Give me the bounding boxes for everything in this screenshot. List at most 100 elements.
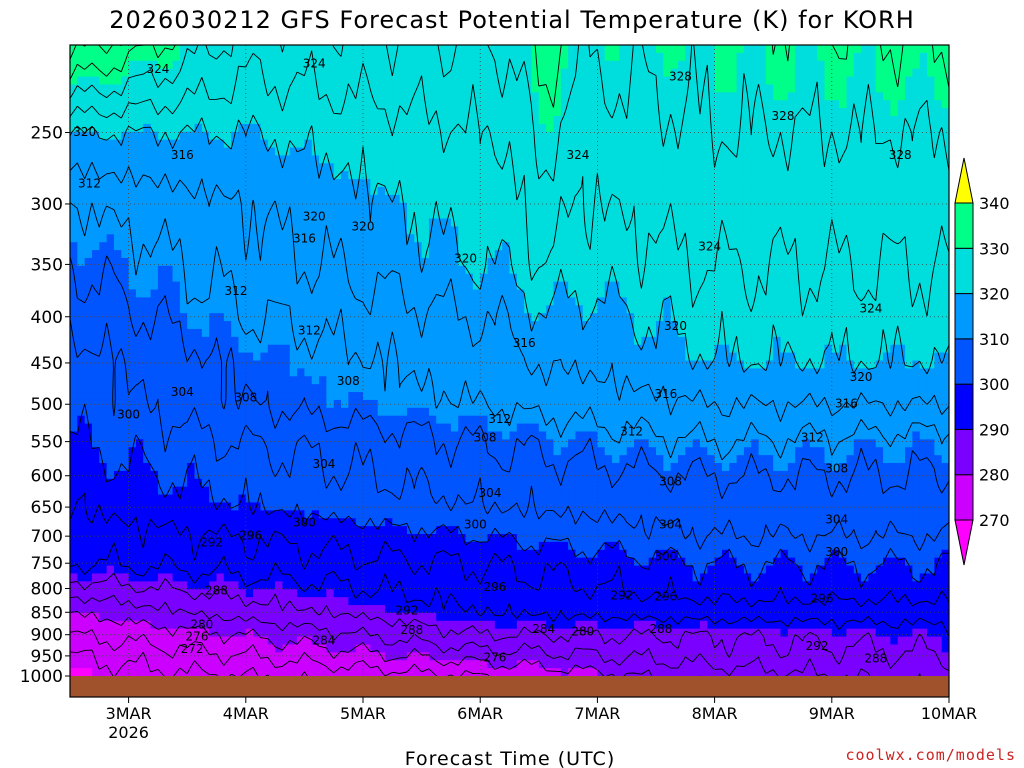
contour-label: 316 <box>293 232 316 246</box>
colorbar-segment <box>954 428 974 476</box>
colorbar-tick-label: 300 <box>979 375 1010 394</box>
x-tick-label: 9MAR <box>809 704 855 723</box>
contour-label: 316 <box>513 336 536 350</box>
x-tick-label: 10MAR <box>921 704 977 723</box>
y-tick-label: 450 <box>31 354 63 374</box>
x-tick-label: 4MAR <box>223 704 269 723</box>
contour-label: 308 <box>825 462 848 476</box>
colorbar: 270 280 290 300 310 320 330 340 <box>954 157 1010 566</box>
y-tick-label: 850 <box>31 603 63 623</box>
contour-label: 304 <box>312 457 335 471</box>
contour-label: 312 <box>78 176 101 190</box>
y-tick-label: 250 <box>31 123 63 143</box>
x-tick-label: 5MAR <box>340 704 386 723</box>
y-tick-label: 750 <box>31 554 63 574</box>
contour-label: 296 <box>654 590 677 604</box>
contour-320 <box>70 114 949 375</box>
contour-label: 304 <box>659 517 682 531</box>
contour-label: 280 <box>571 625 594 639</box>
colorbar-tick-label: 310 <box>979 330 1010 349</box>
contour-288 <box>70 572 949 672</box>
contour-label: 324 <box>146 62 169 76</box>
y-tick-label: 350 <box>31 255 63 275</box>
colorbar-tick-label: 330 <box>979 239 1010 258</box>
contour-label: 296 <box>483 580 506 594</box>
contour-label: 284 <box>312 634 335 648</box>
contour-label: 312 <box>298 324 321 338</box>
contour-label: 308 <box>234 390 257 404</box>
x-axis-label: Forecast Time (UTC) <box>405 748 615 768</box>
contour-label: 284 <box>532 622 555 636</box>
contour-272 <box>70 649 308 677</box>
ground-strip <box>70 676 949 697</box>
contour-label: 308 <box>337 374 360 388</box>
y-tick-label: 800 <box>31 580 63 600</box>
y-tick-label: 1000 <box>20 667 63 687</box>
contour-label: 288 <box>649 622 672 636</box>
contour-label: 300 <box>654 549 677 563</box>
contour-label: 292 <box>806 639 829 653</box>
contour-label: 320 <box>664 319 687 333</box>
contour-label: 300 <box>825 545 848 559</box>
contour-332 <box>70 45 949 108</box>
contour-label: 300 <box>293 516 316 530</box>
contour-label: 316 <box>171 148 194 162</box>
contour-label: 308 <box>659 475 682 489</box>
contour-label: 316 <box>654 387 677 401</box>
contour-label: 312 <box>620 425 643 439</box>
y-tick-label: 600 <box>31 467 63 487</box>
x-tick-label: 3MAR <box>106 704 152 723</box>
contour-276 <box>70 629 490 677</box>
contour-label: 320 <box>303 209 326 223</box>
plot-area: 324 324 328 328 328 320 316 312 324 320 316 320 320 3… <box>70 45 949 697</box>
contour-label: 304 <box>479 486 502 500</box>
contour-label: 276 <box>186 629 209 643</box>
contour-label: 320 <box>73 125 96 139</box>
colorbar-top-arrow <box>954 157 974 204</box>
y-tick-label: 650 <box>31 498 63 518</box>
contour-label: 288 <box>864 651 887 665</box>
contour-label: 292 <box>200 535 223 549</box>
contour-label: 292 <box>610 588 633 602</box>
contour-label: 324 <box>698 240 721 254</box>
colorbar-tick-label: 340 <box>979 194 1010 213</box>
contour-label: 316 <box>835 397 858 411</box>
contour-label: 300 <box>464 517 487 531</box>
contour-label: 288 <box>400 623 423 637</box>
contour-324 <box>70 50 949 317</box>
contour-280 <box>70 610 701 677</box>
contour-label: 328 <box>772 109 795 123</box>
y-tick-label: 500 <box>31 395 63 415</box>
contour-label: 324 <box>303 57 326 71</box>
contour-label: 276 <box>483 650 506 664</box>
y-tick-label: 950 <box>31 647 63 667</box>
contour-label: 280 <box>190 618 213 632</box>
colorbar-segment <box>954 338 974 385</box>
colorbar-tick-label: 320 <box>979 285 1010 304</box>
colorbar-tick-label: 280 <box>979 466 1010 485</box>
contour-284 <box>70 594 921 677</box>
contour-label: 304 <box>825 513 848 527</box>
contour-lines <box>70 45 949 677</box>
colorbar-tick-label: 270 <box>979 511 1010 530</box>
colorbar-bottom-arrow <box>954 519 974 566</box>
contour-label: 292 <box>396 603 419 617</box>
contour-label: 312 <box>801 431 824 445</box>
contour-label: 320 <box>352 219 375 233</box>
contour-label: 328 <box>669 70 692 84</box>
colorbar-segment <box>954 383 974 430</box>
colorbar-segment <box>954 202 974 249</box>
contour-labels: 324 324 328 328 328 320 316 312 324 320 316 320 320 3… <box>73 57 911 666</box>
x-tick-label: 8MAR <box>692 704 738 723</box>
y-tick-label: 700 <box>31 527 63 547</box>
y-tick-label: 550 <box>31 433 63 453</box>
contour-292 <box>70 542 949 637</box>
contour-label: 300 <box>117 408 140 422</box>
chart-title: 2026030212 GFS Forecast Potential Temper… <box>109 6 915 34</box>
credit-text: coolwx.com/models <box>845 746 1016 764</box>
x-tick-sublabel: 2026 <box>108 723 149 742</box>
contour-328 <box>70 45 949 182</box>
x-tick-label: 7MAR <box>574 704 620 723</box>
y-tick-label: 400 <box>31 308 63 328</box>
